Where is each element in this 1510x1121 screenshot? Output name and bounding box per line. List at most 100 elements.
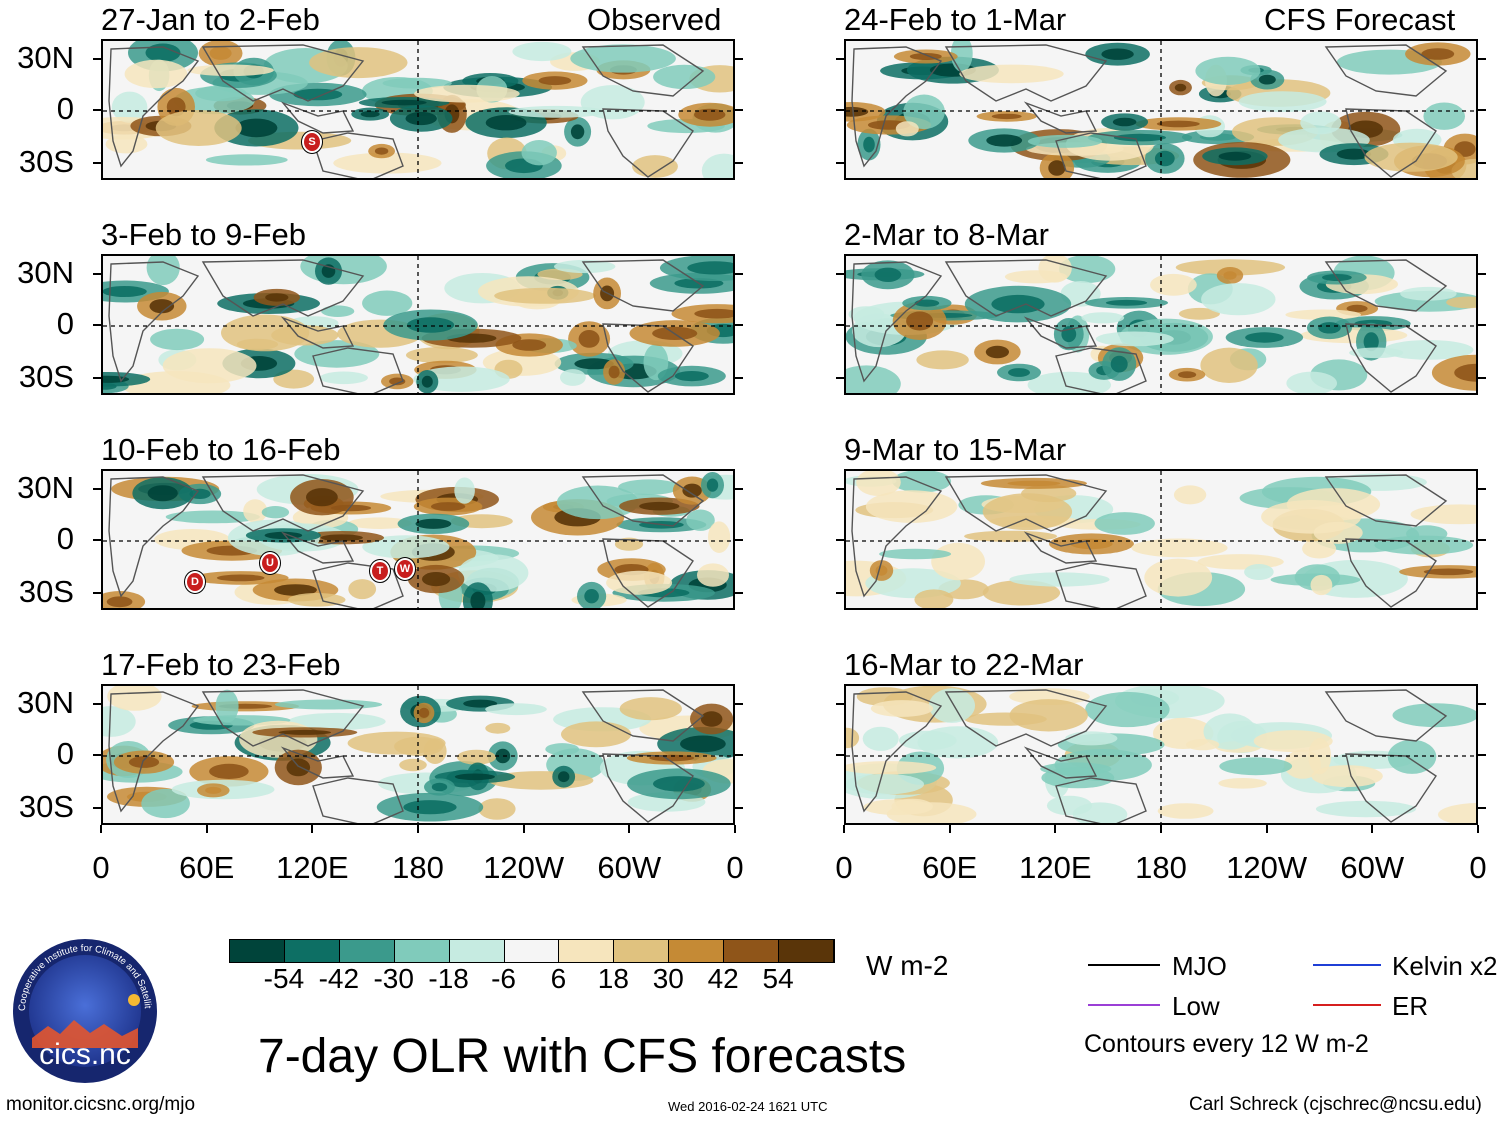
y-tick-label: 0: [56, 736, 74, 771]
continent-outline: [108, 261, 200, 383]
olr-anomaly-blob: [554, 259, 616, 274]
olr-anomaly-blob: [1065, 731, 1118, 746]
olr-anomaly-core: [578, 330, 600, 348]
olr-anomaly-blob: [321, 305, 355, 317]
olr-anomaly-core: [584, 589, 599, 604]
olr-anomaly-core: [495, 748, 511, 764]
olr-anomaly-core: [103, 286, 147, 297]
colorbar-tick-label: -54: [263, 963, 305, 994]
y-tick-mark: [1478, 109, 1486, 111]
forecast-header: CFS Forecast: [1264, 2, 1456, 37]
colorbar-swatch: [284, 940, 340, 962]
y-tick-label: 30S: [18, 789, 74, 824]
olr-anomaly-core: [682, 483, 702, 498]
olr-anomaly-core: [278, 729, 332, 735]
olr-anomaly-blob: [848, 306, 885, 323]
olr-anomaly-core: [128, 756, 160, 768]
olr-anomaly-core: [1008, 368, 1030, 377]
olr-anomaly-core: [1154, 150, 1175, 167]
olr-anomaly-blob: [1387, 739, 1437, 774]
continent-outline: [1023, 531, 1098, 564]
olr-anomaly-blob: [570, 44, 676, 73]
x-tick-label: 120W: [1226, 850, 1308, 885]
olr-anomaly-blob: [215, 689, 239, 723]
olr-anomaly-blob: [1285, 309, 1361, 320]
olr-anomaly-blob: [1144, 558, 1213, 597]
y-tick-mark: [1478, 273, 1486, 275]
continent-outline: [581, 474, 705, 527]
x-tick-mark: [205, 825, 208, 833]
olr-anomaly-core: [1363, 332, 1379, 352]
y-tick-mark: [1478, 703, 1486, 705]
continent-outline: [312, 562, 404, 608]
olr-field: [846, 471, 1476, 608]
olr-anomaly-blob: [914, 589, 954, 608]
y-tick-mark: [93, 703, 101, 705]
continent-outline: [312, 347, 404, 393]
olr-anomaly-blob: [614, 537, 644, 551]
olr-anomaly-core: [235, 118, 278, 138]
colorbar-tick-label: -6: [491, 963, 516, 994]
olr-anomaly-blob: [701, 153, 733, 178]
olr-anomaly-blob: [205, 154, 288, 166]
y-tick-mark: [735, 109, 743, 111]
olr-anomaly-core: [320, 534, 363, 541]
continent-outline: [1023, 316, 1098, 349]
y-tick-mark: [735, 162, 743, 164]
olr-anomaly-core: [1048, 160, 1066, 176]
olr-anomaly-blob: [1300, 111, 1342, 135]
x-tick-label: 0: [835, 850, 853, 885]
continent-outline: [851, 261, 943, 383]
y-tick-label: 0: [56, 521, 74, 556]
continent-outline: [581, 689, 705, 742]
olr-anomaly-blob: [1219, 757, 1293, 776]
olr-anomaly-core: [405, 111, 437, 126]
panel-title-obs-1: 27-Jan to 2-Feb: [101, 2, 320, 37]
legend-line-mjo: [1088, 964, 1160, 966]
olr-anomaly-blob: [146, 256, 180, 286]
olr-anomaly-core: [846, 106, 869, 117]
olr-map-panel: [101, 469, 735, 610]
observed-header: Observed: [587, 2, 722, 37]
x-tick-label: 180: [1135, 850, 1187, 885]
x-tick-label: 60W: [1340, 850, 1405, 885]
continent-outline: [1055, 777, 1147, 823]
y-tick-mark: [93, 58, 101, 60]
olr-anomaly-blob: [580, 85, 645, 120]
y-tick-mark: [735, 377, 743, 379]
footer-url[interactable]: monitor.cicsnc.org/mjo: [6, 1094, 196, 1115]
olr-anomaly-core: [415, 518, 452, 529]
olr-anomaly-blob: [1027, 371, 1111, 393]
olr-anomaly-core: [418, 707, 430, 718]
olr-anomaly-blob: [347, 731, 446, 755]
x-tick-mark: [843, 825, 845, 833]
olr-anomaly-blob: [382, 77, 452, 89]
colorbar-swatch: [394, 940, 450, 962]
olr-anomaly-blob: [982, 493, 1073, 531]
y-tick-mark: [836, 377, 844, 379]
x-tick-mark: [311, 825, 314, 833]
continent-outline: [581, 259, 705, 312]
olr-anomaly-blob: [1085, 691, 1170, 728]
continent-outline: [1055, 562, 1147, 608]
y-tick-mark: [735, 807, 743, 809]
olr-anomaly-core: [863, 136, 875, 153]
continent-outline: [944, 689, 1108, 747]
continent-outline: [312, 777, 404, 823]
olr-anomaly-blob: [309, 47, 408, 79]
legend-line-low: [1088, 1004, 1160, 1006]
olr-anomaly-blob: [1072, 802, 1128, 823]
olr-anomaly-blob: [261, 506, 290, 519]
olr-anomaly-blob: [457, 749, 496, 765]
olr-anomaly-blob: [512, 41, 572, 62]
continent-outline: [280, 316, 355, 349]
y-tick-mark: [836, 273, 844, 275]
x-tick-label: 60E: [922, 850, 978, 885]
y-tick-mark: [735, 592, 743, 594]
olr-anomaly-blob: [294, 340, 380, 368]
y-tick-mark: [836, 539, 844, 541]
olr-anomaly-blob: [1178, 307, 1220, 320]
y-tick-mark: [1478, 377, 1486, 379]
olr-anomaly-core: [1101, 48, 1134, 60]
y-tick-mark: [93, 109, 101, 111]
